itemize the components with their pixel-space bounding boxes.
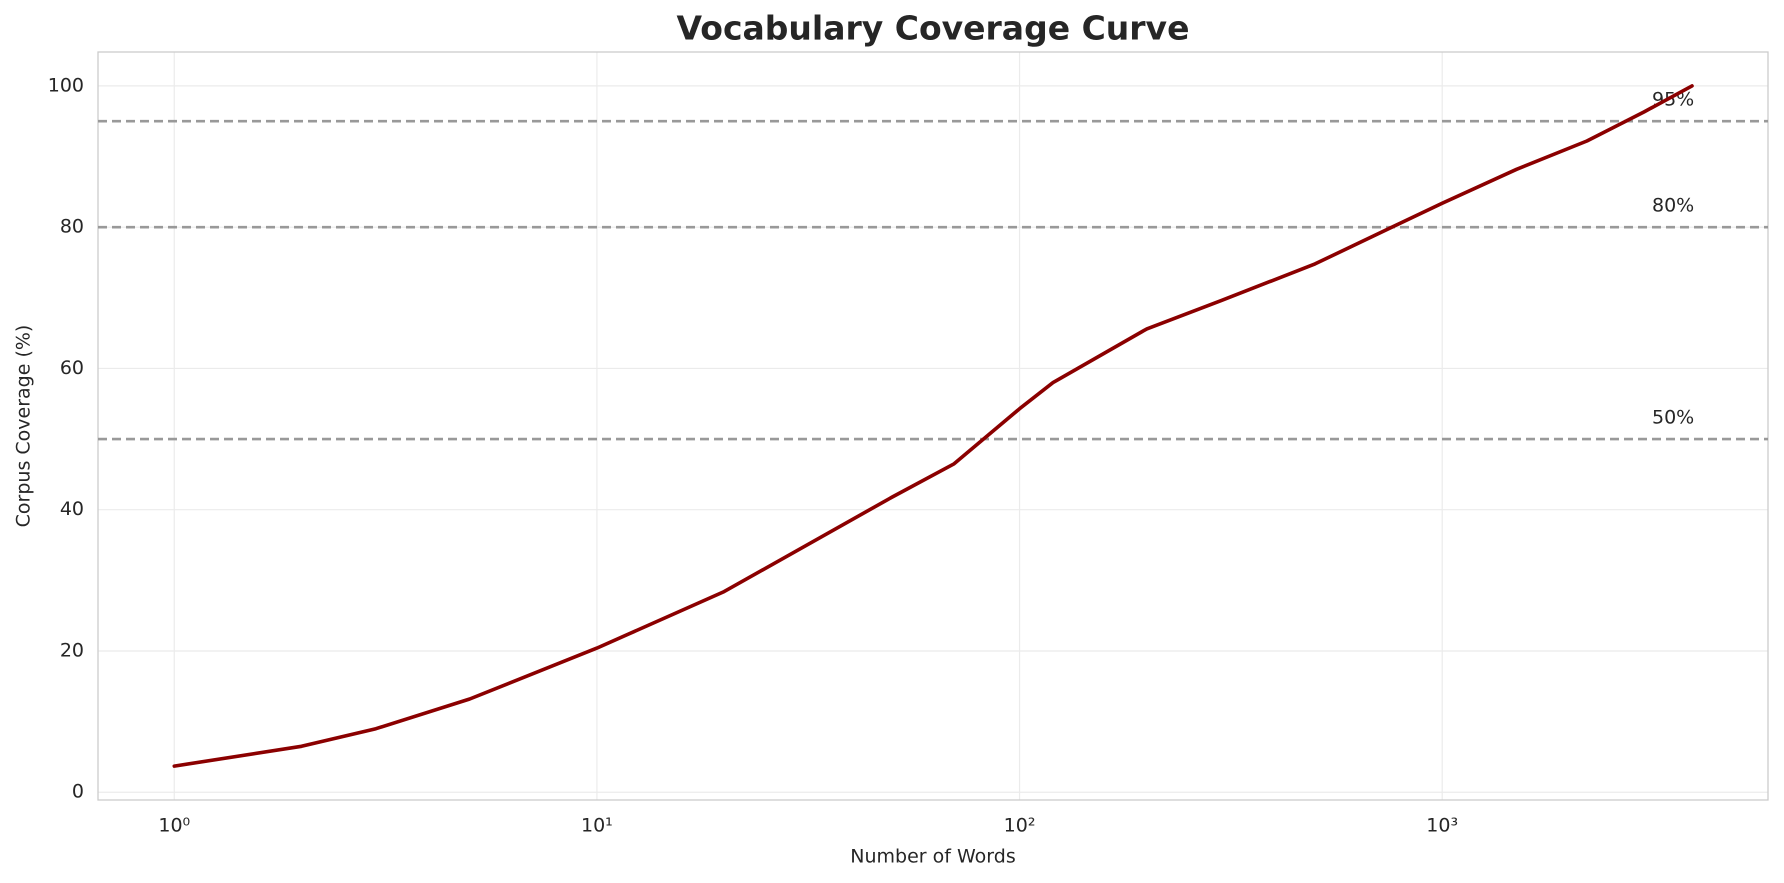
x-tick-label: 10² <box>1004 815 1036 837</box>
y-tick-label: 20 <box>60 639 84 661</box>
x-tick-label: 10³ <box>1426 815 1458 837</box>
x-axis-label: Number of Words <box>850 846 1015 868</box>
y-tick-label: 100 <box>48 74 84 96</box>
x-tick-label: 10¹ <box>581 815 613 837</box>
reference-label: 95% <box>1652 89 1694 111</box>
y-axis-label: Corpus Coverage (%) <box>13 325 35 528</box>
reference-label: 50% <box>1652 407 1694 429</box>
chart-title: Vocabulary Coverage Curve <box>677 9 1190 48</box>
y-tick-label: 60 <box>60 357 84 379</box>
x-tick-label: 10⁰ <box>158 815 190 837</box>
y-tick-label: 80 <box>60 216 84 238</box>
y-tick-label: 0 <box>72 781 84 803</box>
reference-label: 80% <box>1652 195 1694 217</box>
coverage-line <box>172 84 1694 768</box>
plot-frame <box>97 51 1769 801</box>
y-tick-label: 40 <box>60 498 84 520</box>
